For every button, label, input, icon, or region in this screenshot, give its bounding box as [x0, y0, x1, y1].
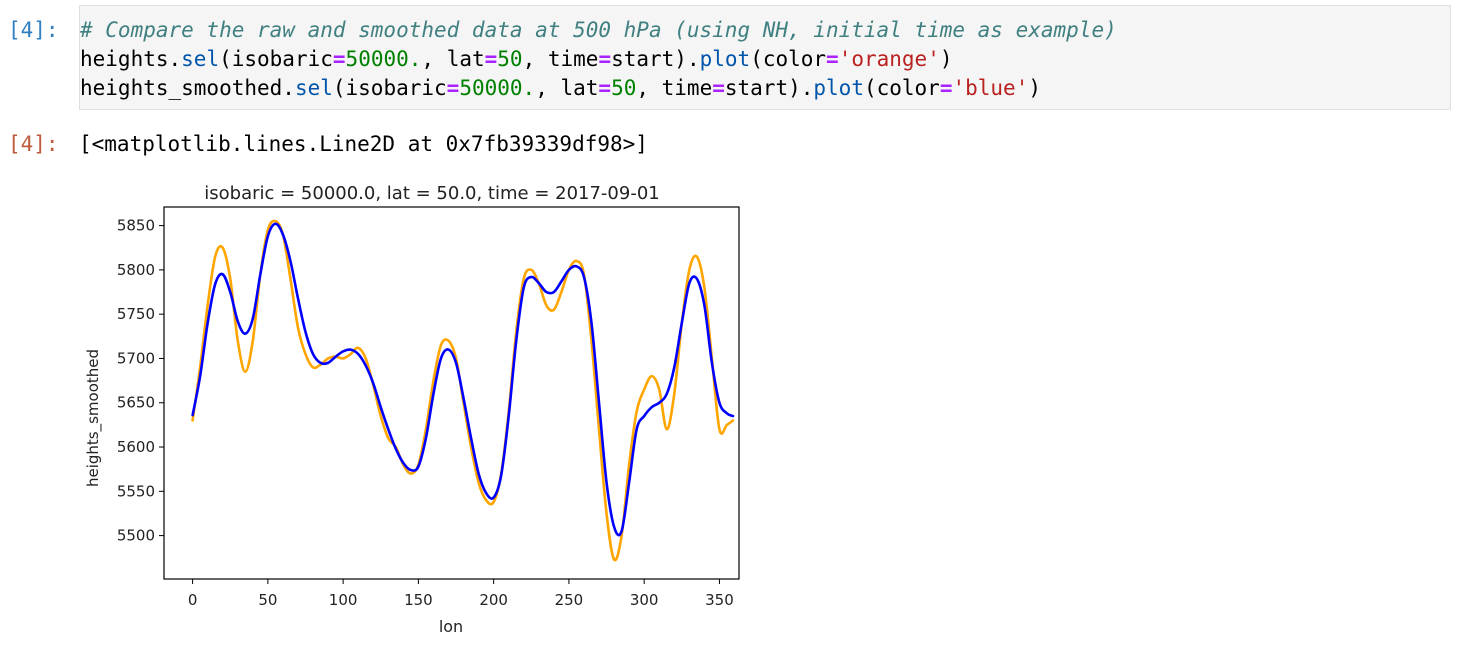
series-group [191, 219, 735, 562]
x-tick-label: 0 [188, 591, 198, 609]
code-token: = [332, 47, 346, 71]
y-tick-label: 5750 [117, 305, 155, 323]
code-token: = [598, 47, 612, 71]
x-tick-label: 200 [479, 591, 508, 609]
y-tick-label: 5850 [117, 217, 155, 235]
x-tick-label: 250 [555, 591, 584, 609]
code-token: , time [636, 76, 713, 100]
code-input-area[interactable]: # Compare the raw and smoothed data at 5… [79, 5, 1451, 110]
code-token: 50000. [459, 76, 536, 100]
code-token: = [446, 76, 460, 100]
x-tick-label: 350 [705, 591, 734, 609]
axis-ticks: 0 50 100 150 200 250 300 350 5500 5550 5600 5650 570… [117, 217, 734, 609]
code-token: (isobaric [219, 47, 333, 71]
code-token: , time [522, 47, 599, 71]
y-tick-label: 5650 [117, 394, 155, 412]
y-tick-label: 5600 [117, 438, 155, 456]
input-prompt: [4]: [8, 18, 59, 42]
code-token: , lat [421, 47, 485, 71]
x-tick-label: 150 [404, 591, 433, 609]
y-tick-label: 5800 [117, 261, 155, 279]
output-text: [<matplotlib.lines.Line2D at 0x7fb39339d… [79, 132, 648, 156]
code-line: # Compare the raw and smoothed data at 5… [80, 16, 1117, 45]
code-token: 'orange' [838, 47, 940, 71]
line-chart: isobaric = 50000.0, lat = 50.0, time = 2… [84, 183, 740, 636]
x-tick-label: 50 [258, 591, 277, 609]
code-token: # Compare the raw and smoothed data at 5… [80, 18, 1117, 42]
code-token: (color [750, 47, 827, 71]
code-token: sel [181, 47, 220, 71]
y-tick-label: 5500 [117, 527, 155, 545]
code-token: start). [611, 47, 700, 71]
code-token: plot [699, 47, 751, 71]
code-token: = [712, 76, 725, 100]
code-line: heights_smoothed.sel(isobaric=50000., la… [80, 74, 1117, 103]
code-token: heights_smoothed. [80, 76, 295, 100]
code-token: ) [1028, 76, 1041, 100]
x-tick-label: 300 [630, 591, 659, 609]
output-prompt: [4]: [8, 132, 59, 156]
code-token: , lat [535, 76, 599, 100]
x-tick-label: 100 [329, 591, 358, 609]
y-axis-label: heights_smoothed [84, 349, 103, 487]
code-token: start). [724, 76, 814, 100]
x-axis-label: lon [439, 617, 463, 636]
code-token: 'blue' [952, 76, 1029, 100]
code-token: (isobaric [332, 76, 447, 100]
code-token: plot [813, 76, 864, 100]
plot-frame [163, 206, 740, 580]
code-token: = [826, 47, 839, 71]
y-tick-label: 5550 [117, 482, 155, 500]
code-token: = [598, 76, 612, 100]
code-token: 50000. [345, 47, 422, 71]
code-token: heights. [80, 47, 182, 71]
code-token: = [939, 76, 953, 100]
code-token: = [484, 47, 498, 71]
code-token: ) [939, 47, 953, 71]
series-line-smoothed [191, 222, 735, 537]
code-token: (color [863, 76, 940, 100]
y-tick-label: 5700 [117, 349, 155, 367]
code-line: heights.sel(isobaric=50000., lat=50, tim… [80, 45, 1117, 74]
code-token: 50 [497, 47, 523, 71]
code-token: sel [294, 76, 333, 100]
chart-title: isobaric = 50000.0, lat = 50.0, time = 2… [204, 183, 659, 204]
code-token: 50 [611, 76, 637, 100]
code-editor[interactable]: # Compare the raw and smoothed data at 5… [80, 16, 1117, 103]
